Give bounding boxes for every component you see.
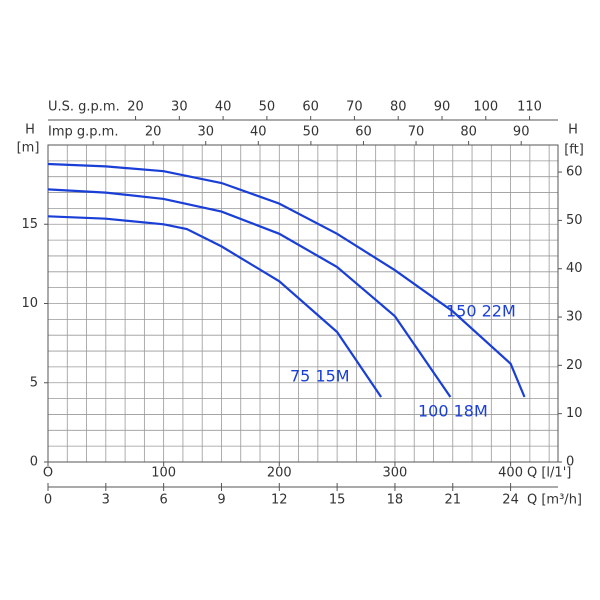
curve bbox=[47, 162, 526, 398]
x4-tick-label: 70 bbox=[408, 125, 425, 140]
x-tick-label: 400 bbox=[498, 466, 523, 481]
y-tick-label: 10 bbox=[21, 296, 38, 311]
y-unit: [m] bbox=[17, 141, 40, 156]
x3-tick-label: 50 bbox=[259, 100, 276, 115]
y-label: H bbox=[25, 123, 35, 138]
curve-label: 75 15M bbox=[290, 367, 350, 386]
curve-label: 150 22M bbox=[446, 302, 516, 321]
x4-tick-label: 20 bbox=[145, 125, 162, 140]
x3-tick-label: 30 bbox=[171, 100, 188, 115]
y2-unit: [ft] bbox=[564, 143, 584, 158]
x-tick-label: 200 bbox=[267, 466, 292, 481]
y-tick-label: 5 bbox=[30, 375, 38, 390]
x4-tick-label: 30 bbox=[197, 125, 214, 140]
y2-tick-label: 60 bbox=[566, 165, 583, 180]
curve bbox=[47, 188, 452, 398]
y2-tick-label: 40 bbox=[566, 261, 583, 276]
y2-label: H bbox=[568, 123, 578, 138]
x2-tick-label: 9 bbox=[217, 493, 225, 508]
x3-tick-label: 20 bbox=[127, 100, 144, 115]
x3-tick-label: 40 bbox=[215, 100, 232, 115]
x4-label: Imp g.p.m. bbox=[48, 125, 118, 140]
x3-tick-label: 100 bbox=[473, 100, 498, 115]
x2-tick-label: 24 bbox=[502, 493, 519, 508]
y-tick-label: 15 bbox=[21, 217, 38, 232]
x3-tick-label: 90 bbox=[434, 100, 451, 115]
x2-tick-label: 0 bbox=[44, 493, 52, 508]
x-tick-label: 100 bbox=[151, 466, 176, 481]
y2-tick-label: 0 bbox=[566, 455, 574, 470]
x2-tick-label: 12 bbox=[271, 493, 288, 508]
x-label: Q [l/1'] bbox=[527, 466, 571, 481]
x4-tick-label: 80 bbox=[460, 125, 477, 140]
x2-tick-label: 6 bbox=[160, 493, 168, 508]
y2-tick-label: 50 bbox=[566, 213, 583, 228]
x3-tick-label: 60 bbox=[302, 100, 319, 115]
x2-tick-label: 3 bbox=[102, 493, 110, 508]
x2-tick-label: 18 bbox=[387, 493, 404, 508]
x-tick-label: O bbox=[43, 466, 53, 481]
x-tick-label: 300 bbox=[383, 466, 408, 481]
x3-tick-label: 110 bbox=[517, 100, 542, 115]
x3-tick-label: 80 bbox=[390, 100, 407, 115]
x3-tick-label: 70 bbox=[346, 100, 363, 115]
x4-tick-label: 90 bbox=[513, 125, 530, 140]
y2-tick-label: 30 bbox=[566, 310, 583, 325]
y2-tick-label: 20 bbox=[566, 358, 583, 373]
x3-label: U.S. g.p.m. bbox=[48, 100, 120, 115]
x2-label: Q [m³/h] bbox=[527, 493, 582, 508]
x4-tick-label: 50 bbox=[303, 125, 320, 140]
x2-tick-label: 15 bbox=[329, 493, 346, 508]
y2-tick-label: 10 bbox=[566, 406, 583, 421]
curve-label: 100 18M bbox=[418, 402, 488, 421]
y-tick-label: 0 bbox=[30, 455, 38, 470]
x2-tick-label: 21 bbox=[444, 493, 461, 508]
curve bbox=[47, 215, 383, 398]
x4-tick-label: 60 bbox=[355, 125, 372, 140]
x4-tick-label: 40 bbox=[250, 125, 267, 140]
